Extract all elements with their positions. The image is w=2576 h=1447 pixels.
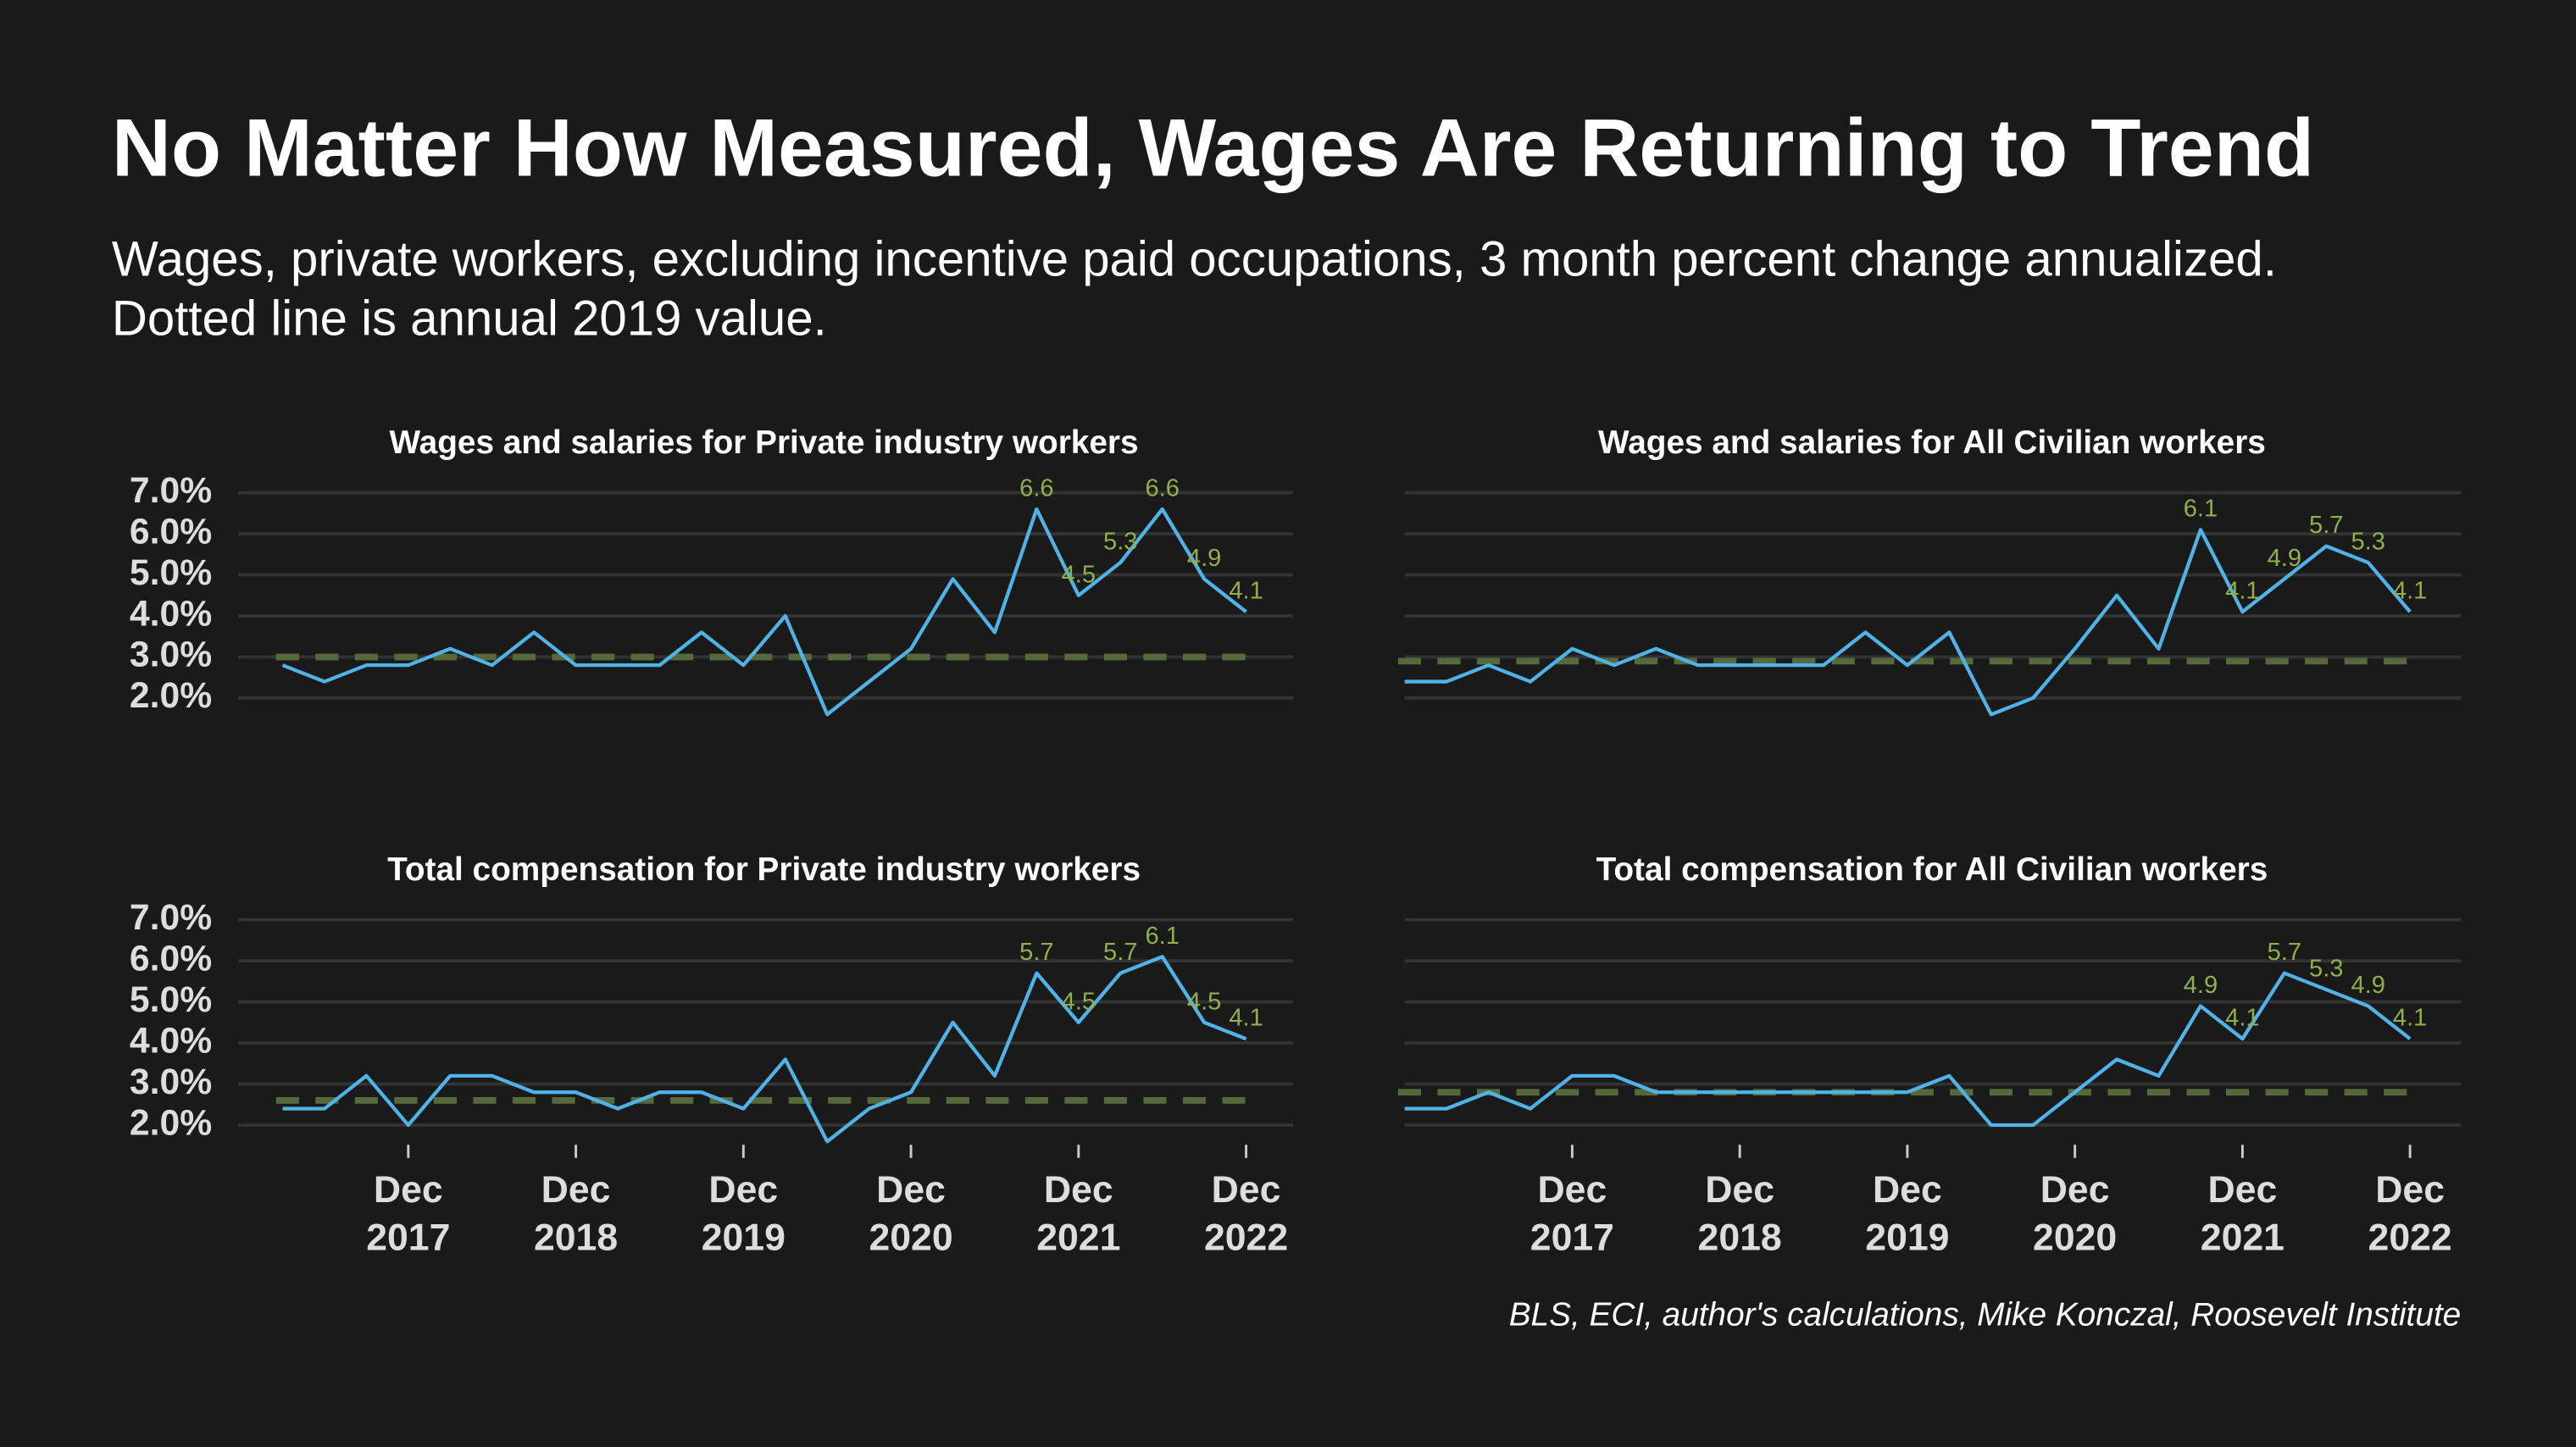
y-tick-label: 7.0% — [130, 470, 212, 511]
data-label: 4.1 — [2393, 1005, 2427, 1032]
x-tick-label: Dec 2017 — [1530, 1169, 1614, 1258]
x-tick-label: Dec 2021 — [1036, 1169, 1120, 1258]
data-label: 4.5 — [1187, 988, 1221, 1015]
data-label: 5.7 — [2309, 512, 2343, 539]
data-label: 4.5 — [1062, 561, 1096, 588]
y-tick-label: 3.0% — [130, 1062, 212, 1102]
x-tick-label: Dec 2022 — [1204, 1169, 1288, 1258]
y-tick-label: 6.0% — [130, 511, 212, 552]
data-label: 5.7 — [1019, 939, 1053, 966]
subtitle: Wages, private workers, excluding incent… — [112, 232, 2277, 287]
source: BLS, ECI, author's calculations, Mike Ko… — [1509, 1297, 2462, 1333]
data-label: 4.9 — [2268, 545, 2301, 572]
data-label: 4.9 — [2351, 972, 2384, 999]
y-tick-label: 2.0% — [130, 675, 212, 716]
data-label: 4.1 — [1229, 578, 1263, 605]
data-line — [281, 507, 1247, 717]
data-label: 6.1 — [1145, 923, 1179, 950]
x-tick-label: Dec 2022 — [2368, 1169, 2452, 1258]
x-tick-label: Dec 2021 — [2201, 1169, 2285, 1258]
subtitle: Dotted line is annual 2019 value. — [112, 291, 827, 346]
panel-title: Wages and salaries for Private industry … — [390, 424, 1139, 461]
x-tick-label: Dec 2020 — [2033, 1169, 2117, 1258]
x-tick-label: Dec 2019 — [1865, 1169, 1949, 1258]
data-label: 5.3 — [2351, 528, 2384, 555]
x-tick-label: Dec 2020 — [869, 1169, 952, 1258]
data-label: 5.3 — [2309, 956, 2343, 983]
panel-title: Total compensation for Private industry … — [387, 851, 1141, 888]
data-label: 4.9 — [2184, 972, 2218, 999]
y-tick-label: 2.0% — [130, 1102, 212, 1143]
data-label: 4.5 — [1062, 988, 1096, 1015]
y-tick-label: 5.0% — [130, 979, 212, 1020]
data-label: 5.7 — [1103, 939, 1137, 966]
data-label: 6.6 — [1145, 474, 1179, 502]
y-tick-label: 5.0% — [130, 552, 212, 593]
data-label: 4.1 — [2225, 578, 2259, 605]
y-tick-label: 4.0% — [130, 1020, 212, 1061]
x-tick-label: Dec 2017 — [366, 1169, 450, 1258]
y-tick-label: 7.0% — [130, 897, 212, 938]
data-label: 4.1 — [1229, 1005, 1263, 1032]
data-label: 6.1 — [2184, 496, 2218, 523]
data-line — [1404, 971, 2412, 1128]
data-label: 4.1 — [2393, 578, 2427, 605]
x-tick-label: Dec 2018 — [534, 1169, 618, 1258]
data-label: 5.3 — [1103, 528, 1137, 555]
page-title: No Matter How Measured, Wages Are Return… — [112, 101, 2314, 193]
x-tick-label: Dec 2019 — [702, 1169, 786, 1258]
data-label: 5.7 — [2268, 939, 2301, 966]
y-tick-label: 4.0% — [130, 593, 212, 634]
x-tick-label: Dec 2018 — [1698, 1169, 1782, 1258]
data-label: 6.6 — [1019, 474, 1053, 502]
panel-title: Wages and salaries for All Civilian work… — [1598, 424, 2266, 461]
panel-title: Total compensation for All Civilian work… — [1596, 851, 2268, 888]
y-tick-label: 6.0% — [130, 938, 212, 979]
data-line — [1404, 528, 2412, 717]
data-label: 4.1 — [2225, 1005, 2259, 1032]
y-tick-label: 3.0% — [130, 635, 212, 675]
data-label: 4.9 — [1187, 545, 1221, 572]
data-line — [282, 955, 1247, 1144]
